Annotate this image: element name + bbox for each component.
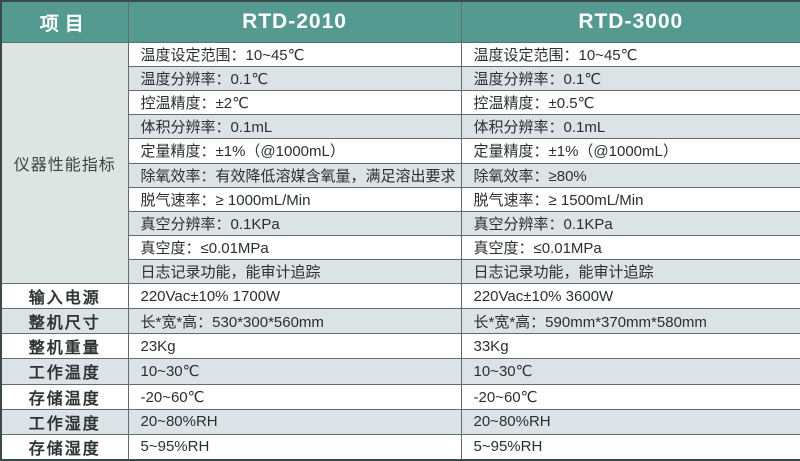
row-label-power-input: 输入电源 xyxy=(0,283,129,310)
spec-cell: 220Vac±10% 1700W xyxy=(127,283,462,310)
spec-cell: 体积分辨率：0.1mL xyxy=(127,114,462,140)
row-label-storage-temp: 存储温度 xyxy=(0,383,129,410)
spec-cell: 定量精度：±1%（@1000mL） xyxy=(127,138,462,164)
table-row: 脱气速率：≥ 1000mL/Min 脱气速率：≥ 1500mL/Min xyxy=(1,186,800,212)
row-label-dimensions: 整机尺寸 xyxy=(0,308,129,335)
table-row: 仪器性能指标 温度设定范围：10~45℃ 温度设定范围：10~45℃ xyxy=(0,41,800,285)
table-header-row: 项目 RTD-2010 RTD-3000 xyxy=(0,0,800,43)
table-row: 整机重量 23Kg 33Kg xyxy=(0,333,800,360)
spec-cell: -20~60℃ xyxy=(127,383,462,410)
spec-cell: 温度分辨率：0.1℃ xyxy=(460,66,800,92)
row-label-working-humidity: 工作湿度 xyxy=(0,408,129,435)
spec-cell: 除氧效率：≥80% xyxy=(460,162,800,188)
row-label-weight: 整机重量 xyxy=(0,333,129,360)
row-label-storage-humidity: 存储湿度 xyxy=(0,433,129,461)
header-model-rtd3000: RTD-3000 xyxy=(460,0,800,43)
header-item-column: 项目 xyxy=(0,0,129,43)
spec-cell: 长*宽*高：590mm*370mm*580mm xyxy=(460,308,800,335)
spec-cell: 真空分辨率：0.1KPa xyxy=(127,210,462,236)
spec-cell: 脱气速率：≥ 1500mL/Min xyxy=(460,186,800,212)
spec-cell: 温度分辨率：0.1℃ xyxy=(127,66,462,92)
table-row: 存储温度 -20~60℃ -20~60℃ xyxy=(0,383,800,410)
spec-cell: 温度设定范围：10~45℃ xyxy=(460,41,800,68)
table-row: 存储湿度 5~95%RH 5~95%RH xyxy=(0,433,800,461)
spec-cell: 20~80%RH xyxy=(127,408,462,435)
spec-cell: 5~95%RH xyxy=(460,433,800,461)
spec-cell: 控温精度：±0.5℃ xyxy=(460,90,800,116)
spec-cell: 20~80%RH xyxy=(460,408,800,435)
table-row: 定量精度：±1%（@1000mL） 定量精度：±1%（@1000mL） xyxy=(1,138,800,164)
row-label-working-temp: 工作温度 xyxy=(0,358,129,385)
spec-cell: 体积分辨率：0.1mL xyxy=(460,114,800,140)
table-row: 体积分辨率：0.1mL 体积分辨率：0.1mL xyxy=(1,114,800,140)
table-row: 真空度：≤0.01MPa 真空度：≤0.01MPa xyxy=(1,234,800,260)
table-row: 真空分辨率：0.1KPa 真空分辨率：0.1KPa xyxy=(1,210,800,236)
spec-cell: 5~95%RH xyxy=(127,433,462,461)
spec-cell: 10~30℃ xyxy=(127,358,462,385)
spec-cell: 脱气速率：≥ 1000mL/Min xyxy=(127,186,462,212)
spec-cell: 真空度：≤0.01MPa xyxy=(460,234,800,260)
spec-cell: 真空分辨率：0.1KPa xyxy=(460,210,800,236)
merged-performance-label: 仪器性能指标 xyxy=(0,41,129,285)
spec-cell: 控温精度：±2℃ xyxy=(127,90,462,116)
spec-cell: 温度设定范围：10~45℃ xyxy=(127,41,462,68)
spec-cell: 日志记录功能，能审计追踪 xyxy=(460,258,800,285)
spec-cell: 220Vac±10% 3600W xyxy=(460,283,800,310)
spec-cell: 真空度：≤0.01MPa xyxy=(127,234,462,260)
spec-cell: 除氧效率：有效降低溶媒含氧量，满足溶出要求 xyxy=(127,162,462,188)
header-model-rtd2010: RTD-2010 xyxy=(127,0,462,43)
table-row: 温度分辨率：0.1℃ 温度分辨率：0.1℃ xyxy=(1,66,800,92)
spec-cell: -20~60℃ xyxy=(460,383,800,410)
table-row: 整机尺寸 长*宽*高：530*300*560mm 长*宽*高：590mm*370… xyxy=(0,308,800,335)
spec-cell: 定量精度：±1%（@1000mL） xyxy=(460,138,800,164)
table-row: 控温精度：±2℃ 控温精度：±0.5℃ xyxy=(1,90,800,116)
spec-cell: 长*宽*高：530*300*560mm xyxy=(127,308,462,335)
spec-cell: 10~30℃ xyxy=(460,358,800,385)
table-row: 工作温度 10~30℃ 10~30℃ xyxy=(0,358,800,385)
spec-cell: 33Kg xyxy=(460,333,800,360)
table-row: 工作湿度 20~80%RH 20~80%RH xyxy=(0,408,800,435)
spec-cell: 日志记录功能，能审计追踪 xyxy=(127,258,462,285)
table-row: 日志记录功能，能审计追踪 日志记录功能，能审计追踪 xyxy=(1,258,800,285)
spec-cell: 23Kg xyxy=(127,333,462,360)
table-row: 输入电源 220Vac±10% 1700W 220Vac±10% 3600W xyxy=(0,283,800,310)
